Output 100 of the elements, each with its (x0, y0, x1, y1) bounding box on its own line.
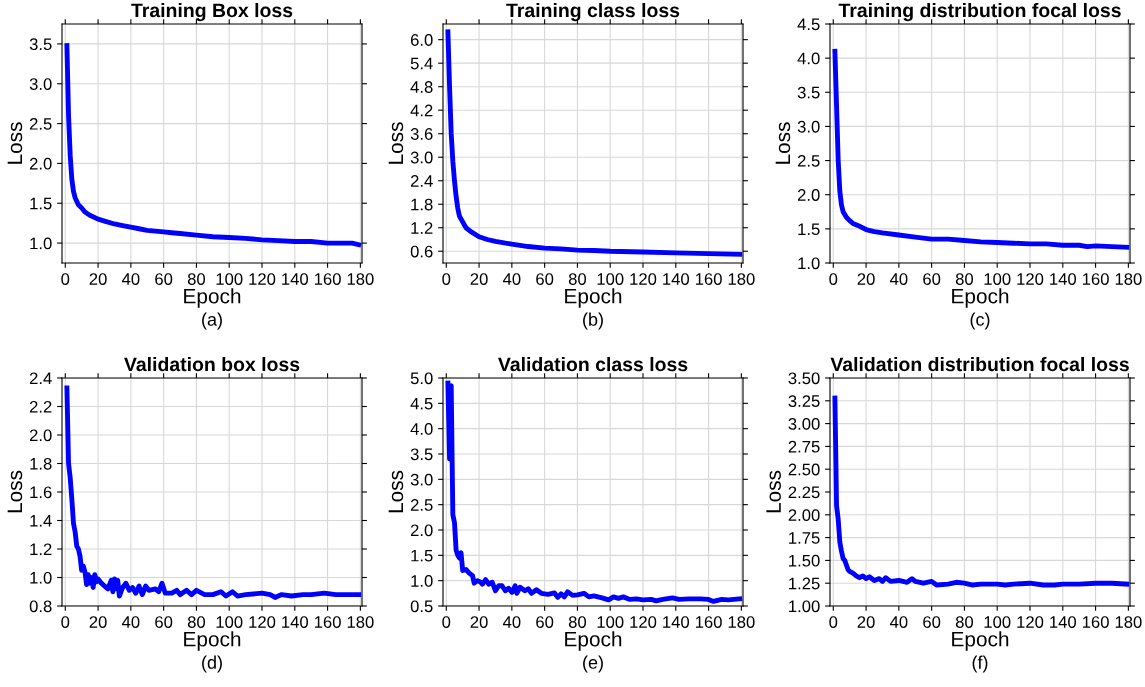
y-tick-label: 2.75 (788, 440, 820, 453)
x-tick-label: 40 (889, 273, 908, 285)
x-tick-label: 20 (857, 273, 875, 285)
y-tick-label: 1.0 (411, 575, 433, 587)
y-tick-label: 2.5 (410, 499, 433, 511)
y-tick-label: 1.2 (411, 222, 433, 234)
x-tick-label: 160 (1082, 273, 1109, 285)
line-series (832, 48, 1130, 250)
x-tick-label: 0 (442, 273, 451, 285)
line-series (64, 43, 362, 248)
y-tick-label: 2.4 (410, 175, 433, 187)
x-axis-title: Epoch (952, 288, 1009, 308)
x-tick-label: 140 (282, 273, 309, 285)
y-tick-label: 2.5 (29, 117, 52, 130)
text: (e) (583, 655, 603, 673)
x-tick-label: 40 (121, 616, 140, 628)
x-tick-label: 80 (568, 616, 587, 628)
y-tick-label: 1.6 (30, 486, 52, 499)
chart-title: Validation box loss (124, 356, 300, 372)
x-tick-label: 180 (728, 273, 755, 285)
y-tick-label: 2.0 (797, 189, 820, 201)
y-tick-label: 5.4 (410, 57, 433, 70)
x-tick-label: 100 (216, 616, 243, 628)
text: (f) (972, 655, 988, 673)
y-axis-title: Loss (7, 470, 23, 513)
y-tick-label: 3.0 (410, 473, 433, 486)
x-tick-label: 120 (1017, 616, 1044, 628)
x-tick-label: 40 (121, 273, 140, 285)
y-tick-label: 1.5 (30, 197, 52, 210)
x-tick-label: 20 (89, 273, 107, 285)
y-tick-label: 4.2 (410, 104, 433, 117)
y-tick-label: 2.0 (410, 524, 433, 537)
y-tick-label: 3.50 (788, 372, 820, 385)
x-tick-label: 0 (61, 273, 70, 285)
y-tick-label: 1.00 (789, 600, 820, 613)
x-tick-label: 40 (889, 616, 908, 628)
x-axis-title: Epoch (565, 631, 622, 651)
x-tick-label: 0 (61, 616, 70, 628)
y-tick-label: 1.0 (798, 257, 820, 270)
y-tick-label: 1.75 (789, 532, 820, 544)
x-tick-label: 60 (536, 273, 554, 285)
x-tick-label: 160 (695, 616, 722, 628)
y-tick-label: 1.8 (30, 457, 52, 470)
y-tick-label: 4.8 (410, 81, 433, 93)
x-tick-label: 120 (630, 273, 657, 285)
x-tick-label: 80 (187, 616, 206, 628)
y-tick-label: 1.25 (789, 577, 820, 590)
x-tick-label: 80 (568, 273, 587, 285)
line-series (832, 395, 1130, 588)
x-tick-label: 60 (536, 616, 554, 628)
x-tick-label: 60 (155, 273, 173, 285)
x-tick-label: 180 (347, 616, 374, 628)
x-tick-label: 100 (216, 273, 243, 285)
y-axis-title: Loss (388, 122, 404, 164)
text: (a) (202, 312, 222, 330)
y-tick-label: 3.6 (410, 128, 433, 140)
y-tick-label: 3.0 (29, 78, 52, 90)
x-tick-label: 80 (187, 273, 206, 285)
x-tick-label: 140 (663, 616, 690, 628)
x-tick-label: 120 (1017, 273, 1044, 285)
x-tick-label: 20 (857, 616, 875, 628)
y-axis-title: Loss (388, 470, 404, 513)
y-tick-label: 2.50 (788, 463, 820, 476)
x-tick-label: 100 (984, 273, 1011, 285)
x-tick-label: 100 (597, 273, 624, 285)
line-series (445, 29, 743, 257)
chart-title: Training distribution focal loss (838, 2, 1121, 22)
y-tick-label: 1.2 (30, 543, 52, 556)
x-tick-label: 180 (1115, 616, 1142, 628)
y-tick-label: 3.0 (797, 120, 820, 133)
x-tick-label: 100 (597, 616, 624, 628)
x-tick-label: 80 (955, 273, 974, 285)
x-tick-label: 80 (955, 616, 974, 628)
y-tick-label: 3.5 (410, 448, 433, 461)
x-tick-label: 100 (984, 616, 1011, 628)
y-tick-label: 0.5 (410, 600, 433, 613)
y-tick-label: 2.0 (29, 157, 52, 170)
chart-title: Validation distribution focal loss (830, 356, 1129, 372)
y-tick-label: 1.8 (411, 198, 433, 211)
y-tick-label: 1.0 (30, 237, 52, 250)
x-axis-title: Epoch (184, 631, 241, 651)
y-tick-label: 2.25 (788, 486, 820, 499)
x-tick-label: 160 (695, 273, 722, 285)
x-axis-title: Epoch (565, 288, 622, 308)
y-axis-title: Loss (775, 122, 791, 164)
y-tick-label: 2.5 (797, 154, 820, 167)
y-tick-label: 6.0 (410, 34, 433, 46)
x-tick-label: 20 (470, 616, 488, 628)
y-tick-label: 4.5 (797, 18, 820, 31)
x-tick-label: 20 (89, 616, 107, 628)
x-tick-label: 180 (347, 273, 374, 285)
x-axis-title: Epoch (184, 288, 241, 308)
x-tick-label: 60 (923, 273, 941, 285)
y-tick-label: 4.0 (797, 52, 820, 65)
x-tick-label: 160 (314, 273, 341, 285)
x-tick-label: 180 (1115, 273, 1142, 285)
y-tick-label: 3.5 (797, 86, 820, 99)
y-axis-title: Loss (766, 470, 781, 513)
y-tick-label: 1.4 (30, 515, 52, 527)
y-tick-label: 3.0 (410, 151, 433, 164)
